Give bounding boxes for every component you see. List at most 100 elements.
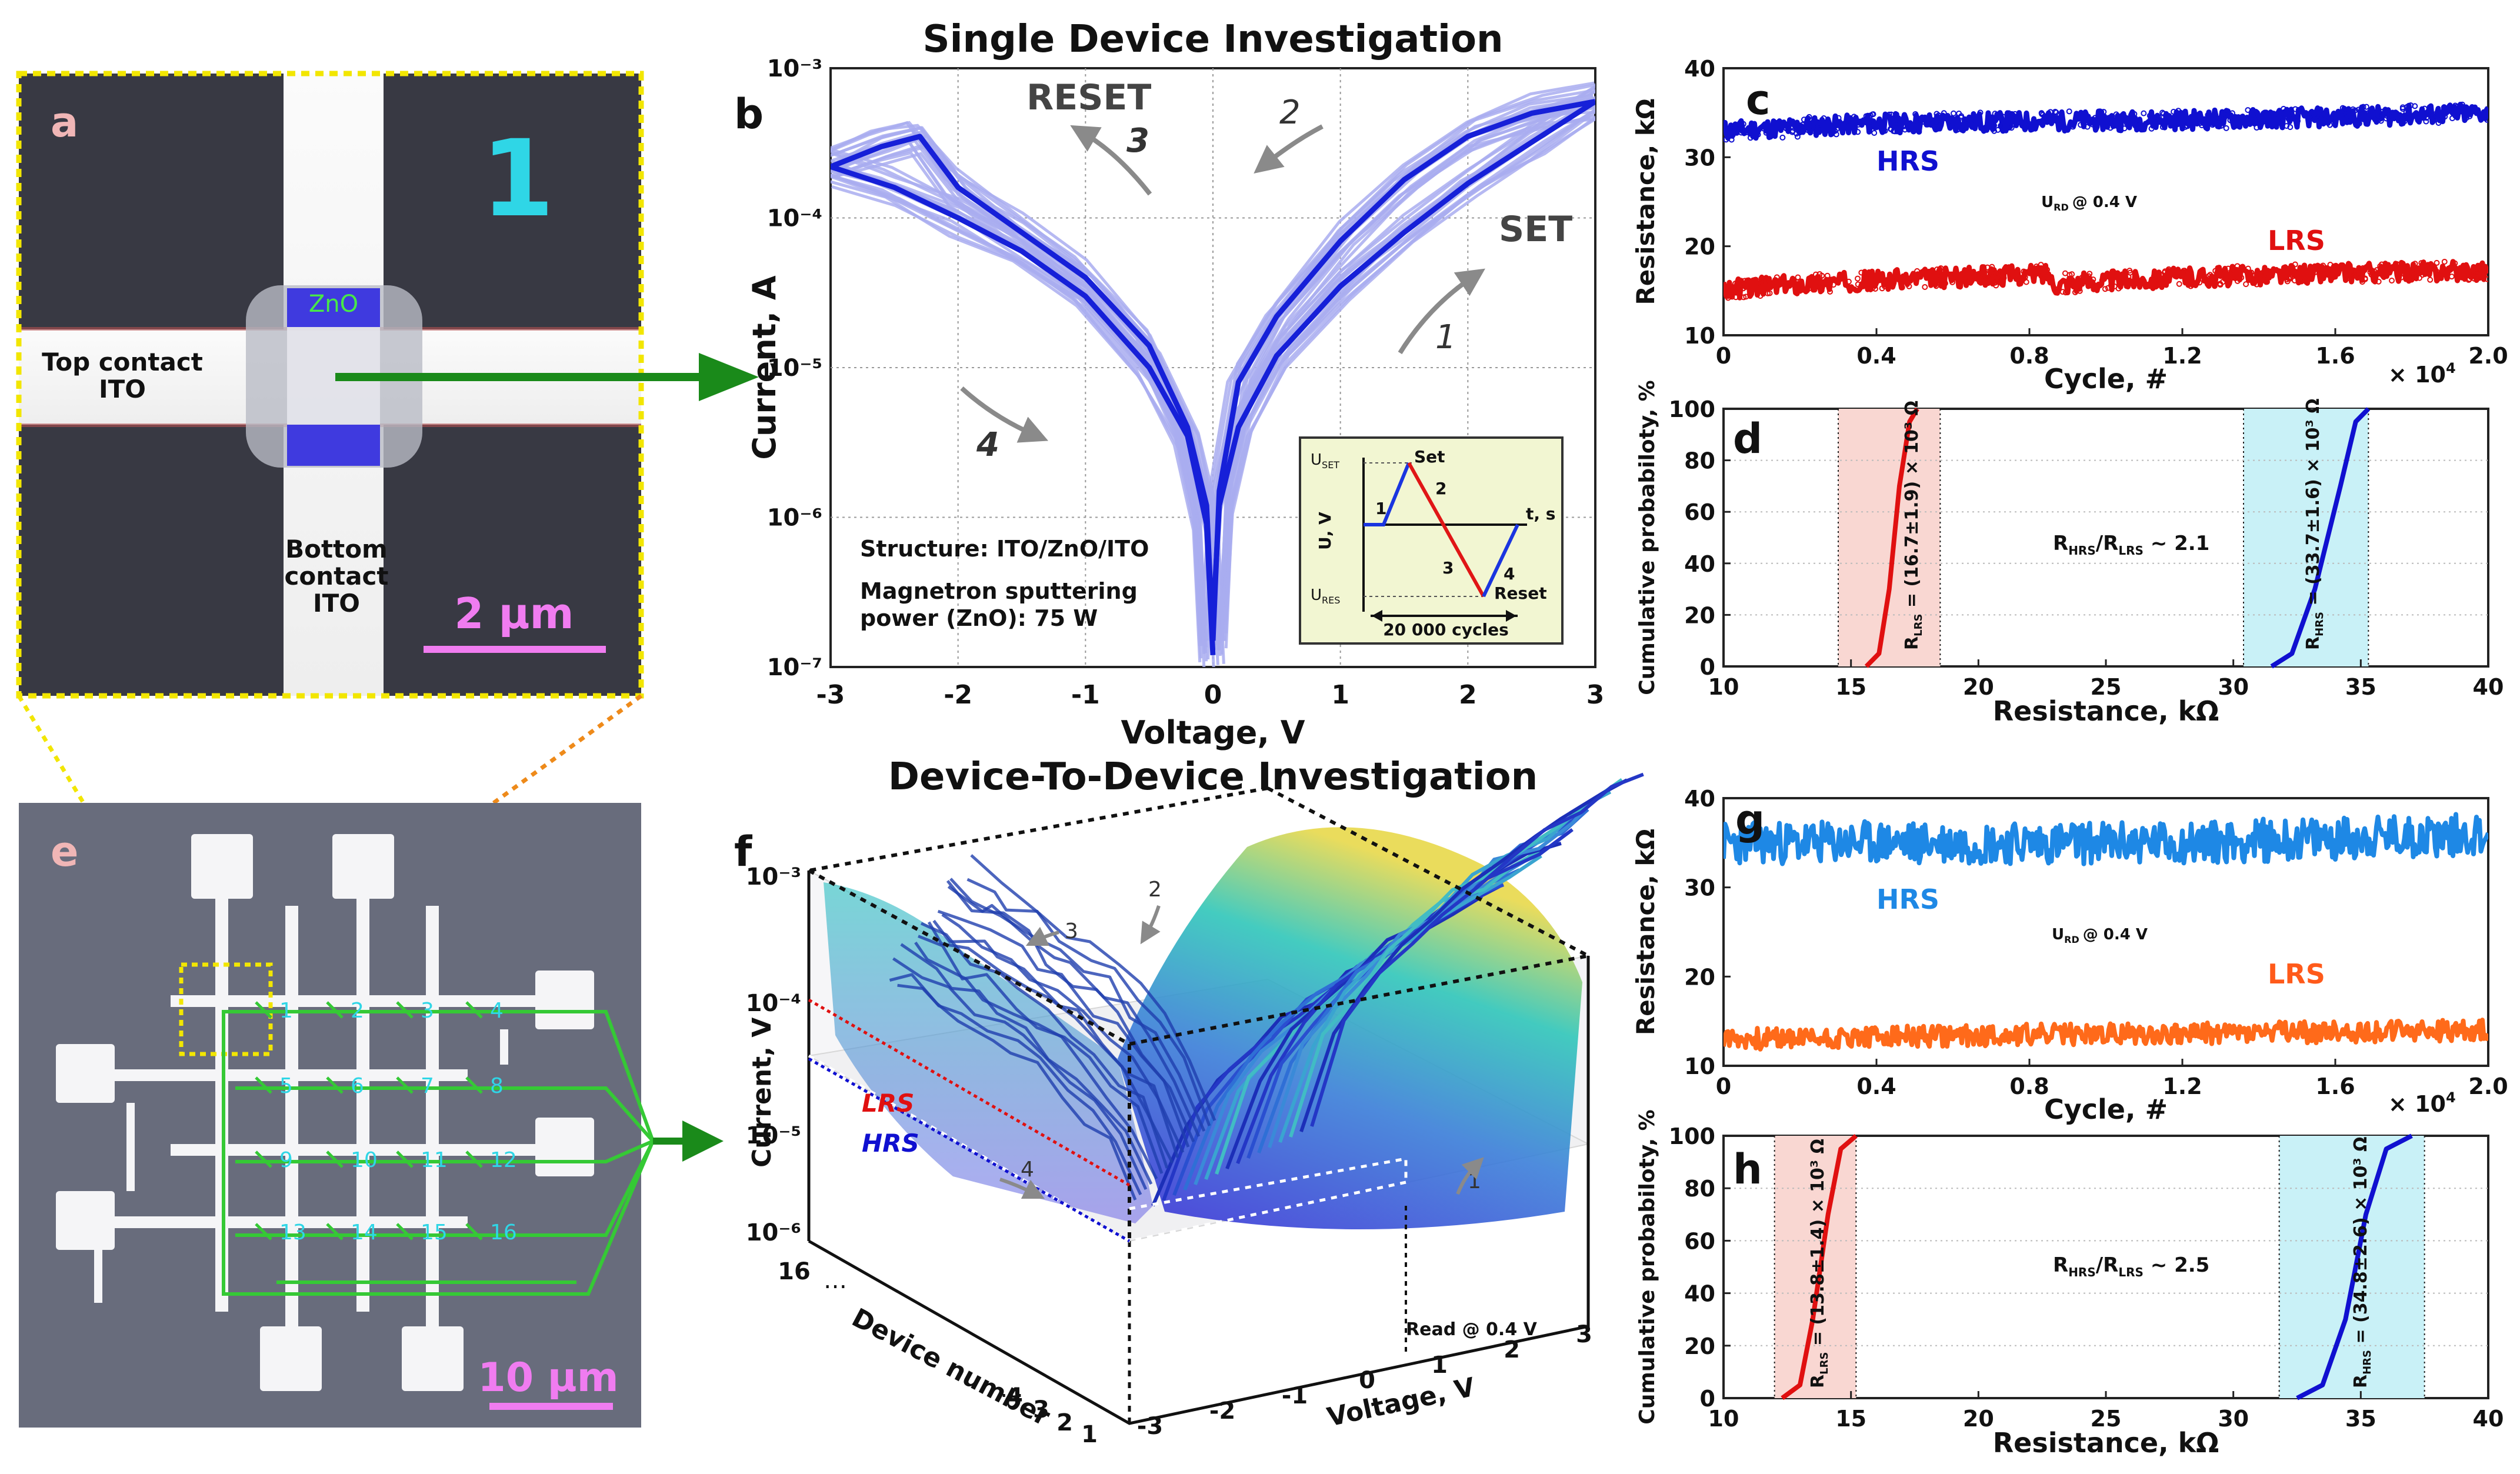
lrs-point bbox=[2407, 276, 2414, 283]
f-device-trace-left bbox=[970, 854, 1216, 1121]
hrs-point bbox=[2254, 125, 2260, 131]
lrs-point bbox=[2108, 282, 2114, 289]
scale-bar-e-label: 10 µm bbox=[478, 1355, 618, 1401]
lrs-point bbox=[2374, 267, 2380, 274]
cdf-band bbox=[1838, 409, 1941, 666]
hrs-point bbox=[2285, 112, 2291, 119]
b-cycle-trace bbox=[831, 121, 1202, 628]
xtick-label: 0 bbox=[1716, 1073, 1731, 1099]
hrs-point bbox=[2403, 109, 2409, 115]
hrs-point bbox=[2379, 108, 2385, 115]
lrs-point bbox=[2209, 278, 2215, 284]
hrs-point bbox=[2216, 115, 2222, 122]
lrs-point bbox=[2158, 279, 2165, 285]
hrs-point bbox=[1934, 126, 1940, 132]
lrs-point bbox=[1855, 281, 1861, 288]
hrs-point bbox=[1991, 128, 1998, 134]
lrs-point bbox=[1948, 271, 1955, 278]
lrs-point bbox=[1978, 278, 1985, 285]
hrs-point bbox=[2175, 108, 2182, 114]
hrs-point bbox=[2081, 115, 2087, 122]
lrs-point bbox=[1729, 288, 1735, 294]
lrs-point bbox=[2475, 265, 2482, 272]
d-ratio: RHRS/RLRS ~ 2.1 bbox=[2053, 532, 2209, 558]
lrs-point bbox=[2062, 289, 2069, 296]
hrs-point bbox=[2281, 105, 2287, 112]
panel-a-border bbox=[16, 71, 644, 699]
f-ztick-label: 10⁻⁴ bbox=[746, 990, 801, 1017]
inset-n4: 4 bbox=[1504, 564, 1515, 583]
hrs-cdf bbox=[2270, 407, 2371, 669]
lrs-point bbox=[1967, 274, 1974, 280]
c-read: URD @ 0.4 V bbox=[2041, 194, 2137, 213]
lrs-point bbox=[2367, 269, 2374, 275]
g-hrs-label: HRS bbox=[1876, 883, 1939, 915]
lrs-point bbox=[1993, 282, 1999, 289]
lrs-point bbox=[1732, 294, 1739, 301]
lrs-point bbox=[2188, 283, 2194, 289]
device-label: 14 bbox=[351, 1220, 378, 1245]
device-arrow bbox=[255, 1076, 272, 1094]
lrs-point bbox=[1890, 278, 1896, 285]
xtick-label: 25 bbox=[2091, 674, 2122, 700]
ytick-label: 40 bbox=[1684, 786, 1715, 812]
device-arrow bbox=[465, 1150, 483, 1168]
lrs-point bbox=[1845, 278, 1852, 285]
hrs-point bbox=[1794, 134, 1801, 140]
lrs-point bbox=[2378, 261, 2385, 268]
f-lrs-label: LRS bbox=[862, 1089, 914, 1118]
device-label: 15 bbox=[421, 1220, 448, 1245]
lrs-point bbox=[1939, 281, 1945, 288]
reset-label: RESET bbox=[1026, 77, 1151, 118]
panel-label-g: g bbox=[1735, 796, 1765, 844]
lrs-point bbox=[1961, 276, 1968, 283]
f-surface-left bbox=[824, 882, 1153, 1223]
f-dtick-label: 1 bbox=[1081, 1421, 1098, 1448]
b-arrow-4 bbox=[960, 386, 1049, 443]
lrs-point bbox=[1985, 278, 1992, 285]
lrs-point bbox=[2447, 264, 2454, 271]
c-lrs-label: LRS bbox=[2268, 225, 2325, 256]
hrs-point bbox=[2136, 121, 2143, 127]
panel-label-a: a bbox=[51, 98, 78, 146]
lrs-point bbox=[2404, 271, 2410, 278]
lrs-point bbox=[2021, 268, 2027, 275]
lrs-point bbox=[2371, 272, 2378, 279]
device-arrow bbox=[465, 1001, 483, 1019]
lrs-point bbox=[1797, 278, 1804, 285]
lrs-point bbox=[2162, 268, 2168, 275]
hrs-point bbox=[1935, 124, 1942, 131]
panel-c: 0 0.4 0.8 1.2 1.6 2.0 10 20 30 40 Cycle, # Resistan… bbox=[1631, 56, 2508, 395]
f-xlabel: Voltage, V bbox=[1325, 1372, 1478, 1433]
lrs-point bbox=[2044, 266, 2051, 273]
lrs-point bbox=[2405, 266, 2412, 273]
hrs-point bbox=[1801, 116, 1807, 123]
ytick-label: 80 bbox=[1684, 448, 1715, 474]
hrs-point bbox=[2325, 118, 2332, 124]
ytick-label: 20 bbox=[1684, 234, 1715, 260]
cdf-band bbox=[2279, 1136, 2425, 1398]
lrs-point bbox=[1936, 273, 1943, 279]
hrs-point bbox=[2209, 122, 2216, 128]
f-dtick-ellipsis: … bbox=[1000, 1376, 1024, 1403]
inset-cycles: 20 000 cycles bbox=[1383, 620, 1509, 639]
lrs-point bbox=[1735, 281, 1742, 287]
hrs-point bbox=[2184, 120, 2191, 126]
xtick-label: 1.2 bbox=[2162, 343, 2202, 369]
hrs-point bbox=[2101, 109, 2107, 115]
hrs-point bbox=[1902, 126, 1908, 133]
hrs-point bbox=[2344, 114, 2351, 121]
device-label: 4 bbox=[490, 999, 504, 1023]
inset-n2: 2 bbox=[1435, 479, 1446, 498]
device-label: 8 bbox=[490, 1074, 504, 1098]
lrs-point bbox=[2215, 265, 2221, 271]
inset-n1: 1 bbox=[1375, 499, 1386, 518]
hrs-point bbox=[2423, 118, 2429, 125]
panel-g: 0 0.4 0.8 1.2 1.6 2.0 10 20 30 40 Cycle, # Resistan… bbox=[1631, 786, 2508, 1125]
device-arrow bbox=[255, 1001, 272, 1019]
hrs-point bbox=[2088, 119, 2095, 126]
hrs-point bbox=[2401, 118, 2408, 125]
hrs-point bbox=[2092, 115, 2098, 121]
device-arrow bbox=[326, 1223, 344, 1240]
lrs-point bbox=[2217, 281, 2224, 287]
